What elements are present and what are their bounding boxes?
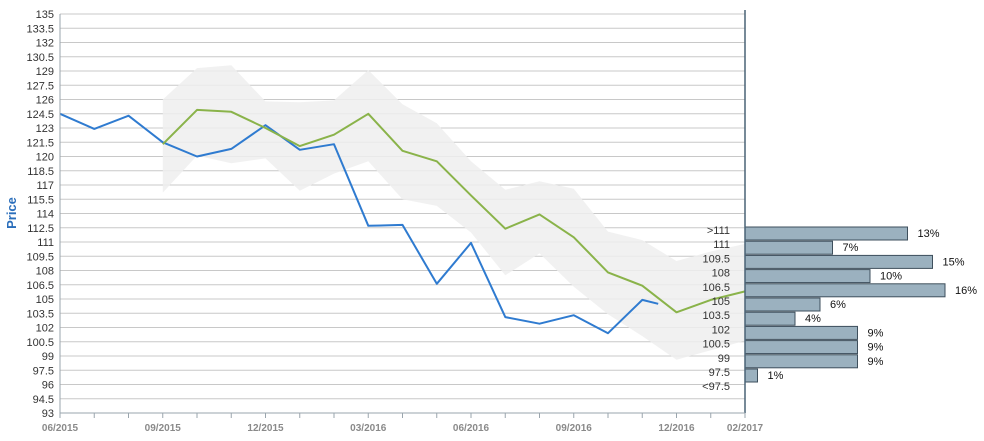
y-tick-label: 100.5 xyxy=(26,337,54,349)
y-tick-label: 118.5 xyxy=(27,166,54,178)
distribution-bar xyxy=(744,226,908,241)
y-tick-label: 112.5 xyxy=(27,223,54,235)
distribution-bin-label: 99 xyxy=(718,353,730,365)
distribution-percent-label: 6% xyxy=(830,299,846,311)
distribution-percent-label: 7% xyxy=(843,242,859,254)
y-tick-label: 109.5 xyxy=(26,251,54,263)
distribution-bar xyxy=(744,297,821,312)
distribution-percent-label: 16% xyxy=(955,285,977,297)
y-tick-label: 99 xyxy=(42,351,54,363)
distribution-bars xyxy=(744,226,946,383)
y-tick-label: 97.5 xyxy=(33,365,54,377)
distribution-bin-label: 111 xyxy=(713,239,730,251)
x-tick-label: 12/2015 xyxy=(247,423,284,434)
distribution-bin-label: >111 xyxy=(707,225,730,237)
y-tick-label: 123 xyxy=(36,123,54,135)
distribution-bin-label: 103.5 xyxy=(702,310,730,322)
y-tick-label: 133.5 xyxy=(26,23,54,35)
x-tick-label: 12/2016 xyxy=(658,423,695,434)
distribution-bar xyxy=(744,368,758,383)
distribution-bar xyxy=(744,254,933,269)
x-tick-label: 06/2015 xyxy=(42,423,79,434)
x-tick-label: 03/2016 xyxy=(350,423,387,434)
distribution-bin-label: 105 xyxy=(712,296,730,308)
distribution-bin-label: 102 xyxy=(712,324,730,336)
y-tick-label: 94.5 xyxy=(33,394,54,406)
distribution-percent-label: 1% xyxy=(768,370,784,382)
x-tick-labels: 06/2015 09/2015 12/2015 03/2016 06/2016 09/20… xyxy=(42,423,764,434)
y-tick-label: 132 xyxy=(36,38,54,50)
x-tick-label: 06/2016 xyxy=(453,423,490,434)
distribution-percent-label: 15% xyxy=(943,256,965,268)
distribution-bin-label: <97.5 xyxy=(702,381,730,393)
distribution-percent-label: 9% xyxy=(868,356,884,368)
y-tick-label: 117 xyxy=(36,180,54,192)
distribution-bin-label: 106.5 xyxy=(702,282,730,294)
forecast-band-area xyxy=(162,65,746,360)
y-tick-labels: 135 133.5 132 130.5 129 127.5 126 124.5 123 121.5… xyxy=(26,9,54,420)
y-tick-label: 115.5 xyxy=(27,194,54,206)
distribution-percent-label: 4% xyxy=(805,313,821,325)
y-tick-label: 130.5 xyxy=(26,52,54,64)
y-tick-label: 108 xyxy=(36,266,54,278)
y-tick-label: 121.5 xyxy=(26,137,54,149)
x-tick-label: 09/2015 xyxy=(145,423,182,434)
x-tick-label: 09/2016 xyxy=(556,423,593,434)
forecast-band xyxy=(162,65,746,360)
y-tick-label: 111 xyxy=(37,237,54,249)
distribution-percent-label: 9% xyxy=(868,342,884,354)
y-tick-label: 114 xyxy=(36,209,54,221)
distribution-bar xyxy=(744,283,946,298)
y-tick-label: 135 xyxy=(36,9,54,21)
series-line-green xyxy=(162,108,746,314)
distribution-bar xyxy=(744,269,871,284)
y-axis-label: Price xyxy=(4,197,19,229)
y-tick-label: 105 xyxy=(36,294,54,306)
distribution-percent-label: 10% xyxy=(880,271,902,283)
distribution-bar xyxy=(744,325,858,340)
distribution-percent-label: 13% xyxy=(918,228,940,240)
distribution-labels: >111 13% 111 7% 109.5 15% 108 10% 106.5 16% 105 6% 1… xyxy=(702,225,977,393)
y-tick-label: 129 xyxy=(36,66,54,78)
series-line-blue xyxy=(59,112,659,335)
y-tick-label: 127.5 xyxy=(26,80,54,92)
distribution-bin-label: 100.5 xyxy=(702,339,730,351)
y-tick-label: 106.5 xyxy=(26,280,54,292)
distribution-percent-label: 9% xyxy=(868,327,884,339)
y-tick-label: 120 xyxy=(36,152,54,164)
y-tick-label: 126 xyxy=(36,95,54,107)
distribution-bar xyxy=(744,354,858,369)
distribution-bin-label: 109.5 xyxy=(702,253,730,265)
series-lines xyxy=(59,108,746,335)
y-tick-label: 102 xyxy=(36,323,54,335)
distribution-bar xyxy=(744,240,833,255)
y-tick-label: 124.5 xyxy=(26,109,54,121)
axes xyxy=(59,10,746,418)
y-tick-label: 103.5 xyxy=(26,308,54,320)
gridlines xyxy=(60,13,745,414)
y-tick-label: 93 xyxy=(42,408,54,420)
y-tick-label: 96 xyxy=(42,380,54,392)
distribution-bin-label: 108 xyxy=(712,268,730,280)
distribution-bin-label: 97.5 xyxy=(709,367,730,379)
x-tick-label: 02/2017 xyxy=(727,423,764,434)
distribution-bar xyxy=(744,340,858,355)
distribution-bar xyxy=(744,311,796,326)
